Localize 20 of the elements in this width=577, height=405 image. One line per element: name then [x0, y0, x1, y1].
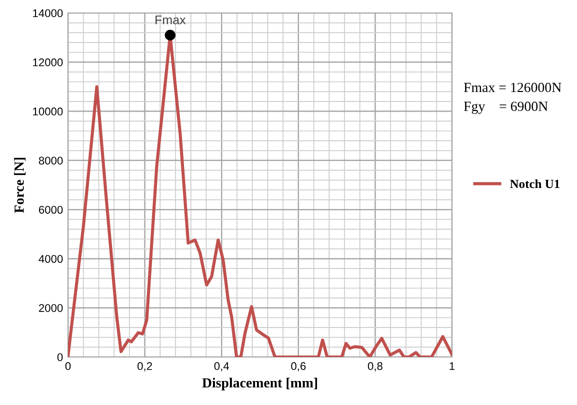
x-axis-title: Displacement [mm] [202, 378, 318, 390]
x-tick-label: 0,4 [214, 362, 229, 372]
y-tick-label: 4000 [38, 254, 63, 263]
x-tick-label: 0,2 [138, 362, 152, 372]
y-tick-label: 12000 [33, 58, 63, 66]
y-tick-label: 14000 [33, 9, 63, 18]
annotation: Fmax [156, 16, 186, 24]
text: Fmax = 126000N [464, 82, 562, 92]
y-tick-label: 0 [57, 353, 63, 362]
x-tick-label: 0 [65, 362, 71, 370]
x-tick-label: 1 [450, 362, 455, 370]
legend-label: Notch U1 [510, 179, 560, 188]
y-tick-label: 2000 [38, 304, 63, 312]
y-axis-title: Force [N] [14, 158, 26, 213]
x-tick-label: 0,8 [368, 362, 382, 372]
text: Fgy = 6900N [464, 102, 548, 114]
y-tick-label: 10000 [33, 108, 63, 116]
y-tick-label: 6000 [38, 206, 63, 214]
y-tick-label: 8000 [38, 156, 63, 165]
x-tick-label: 0,6 [291, 362, 306, 372]
